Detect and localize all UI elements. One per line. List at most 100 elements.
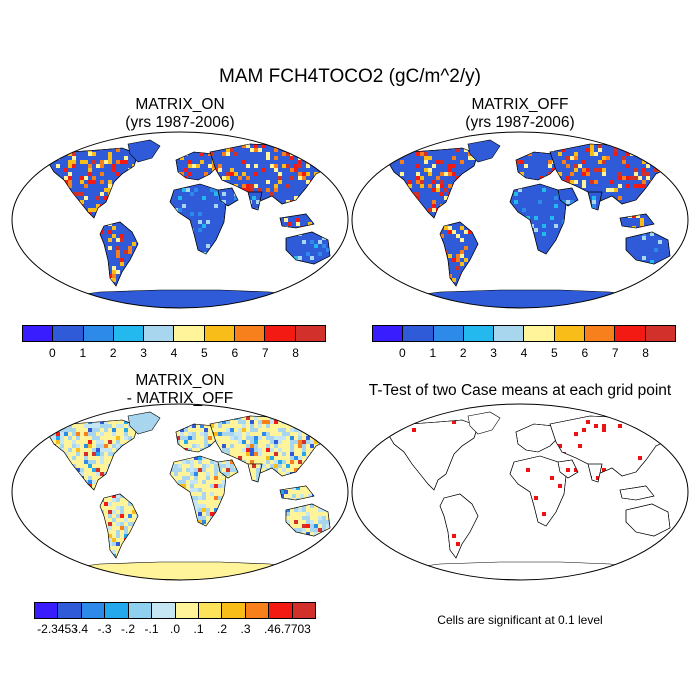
grid-cell — [594, 424, 598, 428]
grid-cell — [108, 456, 112, 460]
grid-cell — [96, 196, 100, 200]
grid-cell — [218, 456, 222, 460]
grid-cell — [52, 148, 56, 152]
grid-cell — [100, 460, 104, 464]
grid-cell — [132, 242, 136, 246]
grid-cell — [274, 456, 278, 460]
grid-cell — [286, 452, 290, 456]
grid-cell — [208, 428, 212, 432]
colorbar-cell — [291, 602, 317, 619]
grid-cell — [132, 530, 136, 534]
grid-cell — [186, 464, 190, 468]
grid-cell — [116, 452, 120, 456]
grid-cell — [218, 520, 222, 524]
grid-cell — [124, 550, 128, 554]
grid-cell — [108, 440, 112, 444]
grid-cell — [104, 550, 108, 554]
grid-cell — [64, 480, 68, 484]
grid-cell — [286, 440, 290, 444]
grid-cell — [64, 452, 68, 456]
grid-cell — [330, 428, 332, 432]
grid-cell — [68, 484, 72, 488]
colorbar-cell — [173, 325, 205, 342]
grid-cell — [294, 444, 298, 448]
grid-cell — [590, 144, 594, 148]
grid-cell — [96, 460, 100, 464]
grid-cell — [310, 516, 314, 520]
grid-cell — [314, 192, 318, 196]
grid-cell — [262, 472, 266, 476]
grid-cell — [68, 488, 72, 490]
grid-cell — [64, 436, 68, 440]
grid-cell — [64, 440, 68, 444]
grid-cell — [112, 498, 116, 502]
grid-cell — [218, 492, 222, 496]
grid-cell — [100, 506, 104, 510]
grid-cell — [206, 496, 210, 500]
grid-cell — [206, 468, 210, 472]
grid-cell — [60, 432, 64, 436]
grid-cell — [416, 216, 420, 218]
grid-cell — [476, 262, 478, 266]
grid-cell — [128, 506, 132, 510]
grid-cell — [598, 144, 602, 148]
grid-cell — [258, 448, 262, 452]
grid-cell — [392, 148, 396, 152]
grid-cell — [206, 220, 210, 224]
grid-cell — [242, 440, 246, 444]
grid-cell — [214, 448, 218, 452]
grid-cell — [104, 506, 108, 510]
grid-cell — [226, 460, 230, 464]
grid-cell — [186, 508, 190, 512]
grid-cell — [194, 480, 198, 484]
grid-cell — [182, 516, 186, 520]
grid-cell — [80, 460, 84, 464]
grid-cell — [262, 456, 266, 460]
grid-cell — [574, 152, 578, 156]
grid-cell — [226, 468, 230, 472]
grid-cell — [198, 520, 202, 524]
grid-cell — [404, 188, 408, 192]
grid-cell — [186, 484, 190, 488]
grid-cell — [626, 184, 630, 188]
grid-cell — [278, 448, 282, 452]
map-border — [11, 131, 349, 309]
grid-cell — [550, 476, 554, 480]
grid-cell — [136, 498, 138, 502]
grid-cell — [472, 274, 476, 278]
grid-cell — [100, 440, 104, 444]
grid-cell — [602, 468, 606, 472]
colorbar-cell — [584, 325, 616, 342]
grid-cell — [302, 520, 306, 524]
grid-cell — [76, 192, 80, 196]
grid-cell — [104, 464, 108, 468]
grid-cell — [112, 192, 116, 196]
grid-cell — [68, 468, 72, 472]
grid-cell — [444, 188, 448, 192]
grid-cell — [254, 460, 258, 464]
grid-cell — [218, 240, 222, 244]
grid-cell — [634, 176, 638, 180]
grid-cell — [246, 456, 250, 460]
grid-cell — [88, 420, 92, 424]
grid-cell — [330, 468, 332, 472]
grid-cell — [592, 204, 596, 208]
grid-cell — [318, 240, 322, 244]
grid-cell — [234, 432, 238, 436]
coastline — [439, 221, 479, 287]
grid-cell — [614, 152, 618, 156]
grid-cell — [610, 180, 614, 184]
grid-cell — [116, 270, 120, 274]
grid-cell — [326, 456, 330, 460]
grid-cell — [48, 196, 52, 200]
grid-cell — [238, 176, 242, 180]
grid-cell — [214, 484, 218, 488]
grid-cell — [318, 468, 322, 472]
grid-cell — [522, 248, 526, 252]
grid-cell — [322, 512, 326, 516]
grid-cell — [294, 520, 298, 524]
grid-cell — [120, 448, 124, 452]
grid-cell — [206, 480, 210, 484]
grid-cell — [68, 464, 72, 468]
grid-cell — [476, 226, 478, 230]
